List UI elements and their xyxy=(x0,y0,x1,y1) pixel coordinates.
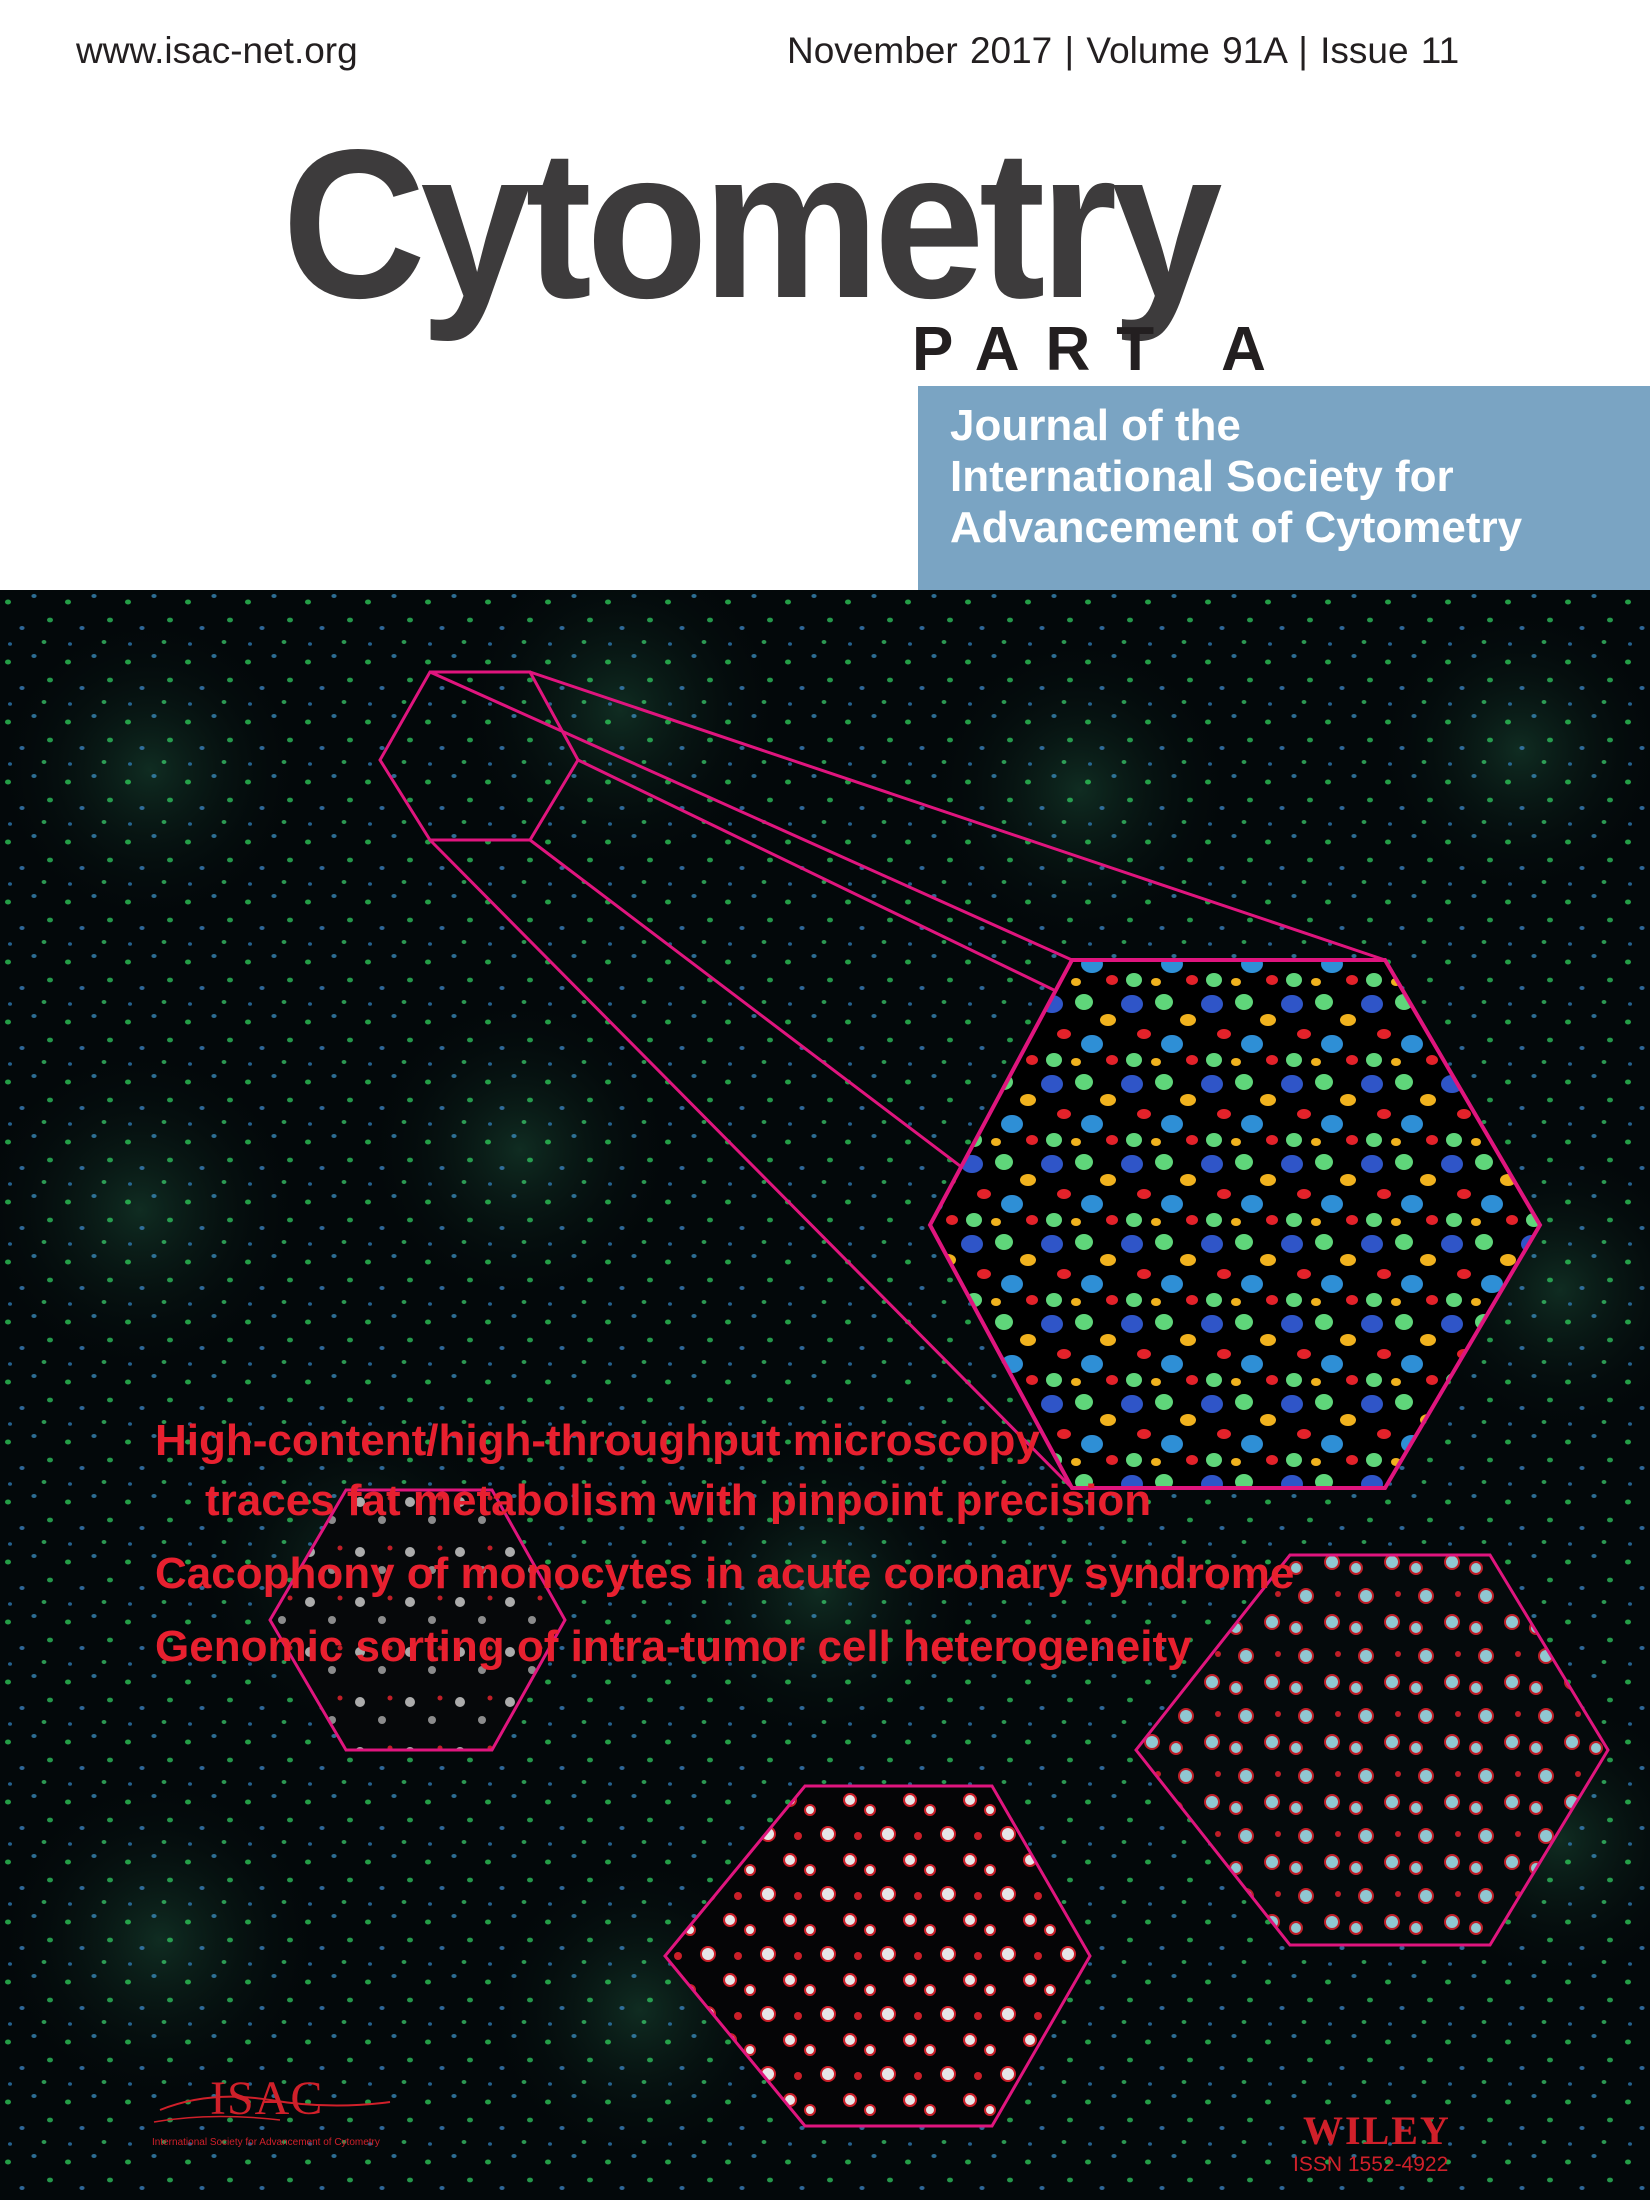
microscopy-hexagon-icon xyxy=(268,1488,567,1752)
tagline-line-3: Advancement of Cytometry xyxy=(950,503,1523,552)
tagline-box xyxy=(918,386,1650,590)
isac-logo-icon xyxy=(153,2095,391,2123)
tagline-line-1: Journal of the xyxy=(950,401,1241,450)
journal-url[interactable]: www.isac-net.org xyxy=(76,30,358,71)
isac-full-name: International Society for Advancement of… xyxy=(152,2137,380,2148)
issn-number: ISSN 1552-4922 xyxy=(1293,2153,1449,2176)
journal-tagline: Journal of the International Society for… xyxy=(950,400,1522,553)
journal-title: Cytometry xyxy=(282,105,1222,342)
headline-microscopy[interactable]: High-content/high-throughput microscopy xyxy=(155,1416,1040,1465)
journal-subtitle: PART A xyxy=(912,315,1292,384)
headline-genomic-sorting[interactable]: Genomic sorting of intra-tumor cell hete… xyxy=(155,1622,1192,1671)
segmentation-hexagon xyxy=(927,958,1543,1490)
headline-fat-metabolism[interactable]: traces fat metabolism with pinpoint prec… xyxy=(205,1476,1152,1525)
cover-image xyxy=(0,590,1650,2200)
isac-logo-text: ISAC xyxy=(210,2072,324,2125)
issue-info: November 2017 | Volume 91A | Issue 11 xyxy=(787,30,1460,71)
publisher-logo: WILEY xyxy=(1303,2108,1451,2153)
tagline-line-2: International Society for xyxy=(950,452,1454,501)
microscopy-background xyxy=(0,590,1650,2200)
headline-monocytes[interactable]: Cacophony of monocytes in acute coronary… xyxy=(155,1549,1295,1598)
